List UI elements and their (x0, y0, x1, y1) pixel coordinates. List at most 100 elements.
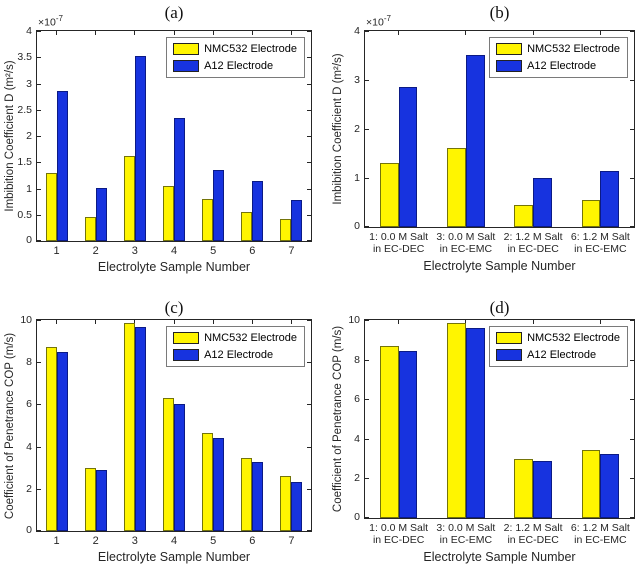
y-tick-label: 4 (354, 432, 360, 445)
bar-a12-4 (174, 404, 185, 531)
y-tick-label: 4 (354, 25, 360, 37)
bar-nmc532-2 (84, 468, 96, 531)
y-tick-label: 2.5 (17, 103, 32, 116)
tick-mark (630, 31, 634, 32)
bar-a12-3 (533, 461, 552, 518)
x-tick-label: 7 (288, 535, 295, 547)
legend-label: NMC532 Electrode (204, 332, 297, 344)
tick-mark (599, 31, 601, 35)
x-tick-label-line: 6: 1.2 M Salt (570, 231, 630, 243)
tick-mark (532, 320, 534, 324)
x-axis-label: Electrolyte Sample Number (97, 260, 251, 274)
tick-mark (212, 320, 214, 324)
bar-nmc532-3 (514, 459, 534, 518)
legend-entry: A12 Electrode (496, 60, 620, 72)
x-tick-label: 3: 0.0 M Salt in EC-EMC (436, 522, 495, 546)
bar-a12-1 (398, 351, 418, 518)
legend-entry: NMC532 Electrode (496, 332, 620, 344)
tick-mark (37, 320, 41, 321)
tick-mark (95, 320, 97, 324)
bar-nmc532-2 (84, 217, 96, 241)
y-axis-exponent: ×10-7 (366, 14, 391, 29)
bar-nmc532-2 (447, 323, 466, 518)
tick-mark (251, 31, 253, 35)
tick-mark (251, 320, 253, 324)
legend-entry: NMC532 Electrode (496, 43, 620, 55)
x-tick-label: 6 (249, 245, 256, 257)
y-tick-label: 0 (26, 234, 32, 246)
x-tick-label-line: in EC-DEC (372, 243, 425, 255)
axes-box (364, 30, 635, 228)
legend-swatch-nmc532 (496, 43, 523, 55)
legend-swatch-nmc532 (496, 332, 523, 344)
tick-mark (56, 320, 58, 324)
bar-nmc532-1 (379, 346, 399, 518)
tick-mark (56, 31, 58, 35)
x-tick-label: 1 (53, 535, 60, 547)
tick-mark (365, 438, 369, 440)
x-tick-label: 2: 1.2 M Salt in EC-DEC (504, 231, 563, 255)
tick-mark (37, 31, 41, 32)
tick-mark (307, 214, 311, 216)
tick-mark (307, 320, 311, 321)
x-tick-label: 3: 0.0 M Salt in EC-EMC (436, 231, 495, 255)
y-tick-label: 6 (26, 398, 32, 411)
y-tick-label: 4 (26, 440, 32, 453)
tick-mark (37, 57, 41, 59)
y-tick-label: 6 (354, 393, 360, 406)
bar-nmc532-6 (241, 212, 253, 241)
bar-a12-3 (134, 56, 146, 241)
y-tick-label: 2 (26, 130, 32, 142)
tick-mark (599, 320, 601, 324)
legend: NMC532 Electrode A12 Electrode (166, 37, 305, 78)
tick-mark (212, 31, 214, 35)
x-tick-label-line: in EC-EMC (574, 534, 627, 546)
x-tick-label: 1 (53, 245, 60, 257)
tick-mark (307, 57, 311, 59)
tick-mark (37, 109, 41, 111)
tick-mark (307, 136, 311, 137)
bar-a12-5 (213, 170, 225, 241)
bar-a12-2 (465, 328, 485, 518)
exponent-power: -7 (55, 14, 63, 23)
bar-a12-5 (213, 438, 225, 531)
legend-label: A12 Electrode (204, 349, 274, 361)
exponent-base: ×10 (38, 16, 56, 29)
bar-a12-6 (252, 181, 264, 241)
legend-swatch-a12 (496, 60, 523, 72)
x-tick-label-line: 1: 0.0 M Salt (369, 231, 429, 243)
legend-swatch-nmc532 (173, 43, 200, 55)
chart-title: (a) (164, 3, 184, 22)
tick-mark (37, 530, 41, 531)
tick-mark (365, 226, 369, 227)
tick-mark (630, 517, 634, 518)
y-axis-exponent: ×10-7 (38, 14, 63, 29)
tick-mark (532, 31, 534, 35)
tick-mark (365, 178, 369, 179)
bar-a12-3 (134, 327, 146, 531)
chart-title: (b) (489, 3, 510, 22)
bar-nmc532-5 (202, 433, 214, 531)
bar-nmc532-3 (123, 323, 135, 531)
tick-mark (465, 320, 467, 324)
x-tick-label-line: 1: 0.0 M Salt (369, 522, 429, 534)
y-tick-label: 1 (26, 182, 32, 195)
x-tick-label: 5 (210, 245, 217, 257)
y-tick-label: 0 (354, 220, 360, 232)
tick-mark (307, 240, 311, 241)
bar-a12-2 (95, 188, 107, 241)
tick-mark (37, 162, 41, 164)
tick-mark (290, 320, 292, 324)
x-tick-label-line: in EC-DEC (372, 534, 425, 546)
tick-mark (630, 226, 634, 227)
x-tick-label-line: in EC-EMC (574, 243, 627, 255)
bar-nmc532-7 (280, 219, 292, 241)
y-tick-label: 3 (26, 77, 32, 90)
x-tick-label-line: in EC-DEC (507, 534, 559, 546)
chart-title: (c) (164, 298, 184, 317)
y-tick-label: 0 (26, 524, 32, 536)
tick-mark (398, 320, 400, 324)
y-tick-label: 2 (26, 482, 32, 495)
y-tick-label: 1.5 (17, 156, 32, 169)
